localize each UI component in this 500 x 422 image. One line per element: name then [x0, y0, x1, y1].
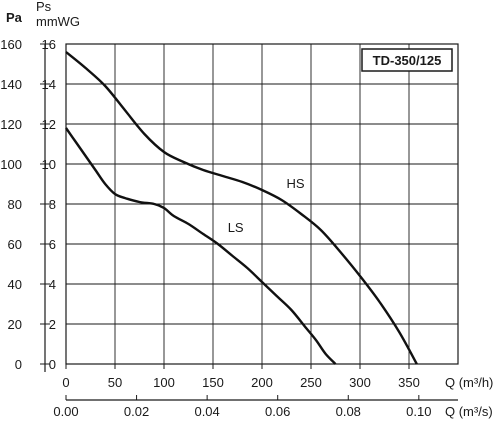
- model-box: TD-350/125: [361, 48, 453, 72]
- x-tick-label-m3s: 0.06: [265, 404, 290, 419]
- y-tick-label-pa: 60: [8, 237, 22, 252]
- y-tick-label-pa: 160: [0, 37, 22, 52]
- y-tick-label-pa: 0: [15, 357, 22, 372]
- x-tick-label-m3h: 300: [349, 375, 371, 390]
- y-tick-label-mmwg: 2: [49, 317, 56, 332]
- y-tick-label-mmwg: 10: [42, 157, 56, 172]
- y-tick-label-pa: 40: [8, 277, 22, 292]
- y-axis-mmwg-label: mmWG: [36, 14, 80, 29]
- y-tick-label-mmwg: 12: [42, 117, 56, 132]
- x-tick-label-m3s: 0.04: [194, 404, 219, 419]
- y-tick-label-pa: 100: [0, 157, 22, 172]
- y-tick-label-mmwg: 4: [49, 277, 56, 292]
- curve-label-hs: HS: [287, 176, 305, 191]
- y-tick-label-pa: 140: [0, 77, 22, 92]
- y-tick-label-mmwg: 8: [49, 197, 56, 212]
- grid: [66, 44, 458, 364]
- x-axis-m3s-ticks: 0.00 0.02 0.04 0.06 0.08 0.10: [53, 395, 431, 419]
- x-tick-label-m3h: 250: [300, 375, 322, 390]
- x-tick-label-m3s: 0.00: [53, 404, 78, 419]
- x-tick-label-m3s: 0.10: [406, 404, 431, 419]
- x-tick-label-m3s: 0.02: [124, 404, 149, 419]
- series-line-hs: [65, 51, 418, 365]
- curve-labels: HS LS: [228, 176, 305, 235]
- y-tick-label-pa: 80: [8, 197, 22, 212]
- x-axis-m3h-ticks: 0 50 100 150 200 250 300 350: [62, 364, 420, 390]
- y-axis-ps-label: Ps: [36, 0, 52, 14]
- y-tick-label-mmwg: 0: [49, 357, 56, 372]
- curves: [65, 51, 418, 365]
- y-tick-label-pa: 20: [8, 317, 22, 332]
- x-axis-m3s-label: Q (m³/s): [445, 404, 493, 419]
- curve-label-ls: LS: [228, 220, 244, 235]
- y-tick-label-pa: 120: [0, 117, 22, 132]
- x-tick-label-m3h: 350: [398, 375, 420, 390]
- model-box-frame: [361, 48, 453, 72]
- model-title: TD-350/125: [373, 53, 442, 68]
- x-tick-label-m3s: 0.08: [336, 404, 361, 419]
- x-tick-label-m3h: 50: [108, 375, 122, 390]
- y-tick-label-mmwg: 14: [42, 77, 56, 92]
- x-tick-label-m3h: 100: [153, 375, 175, 390]
- x-tick-label-m3h: 200: [251, 375, 273, 390]
- series-line-ls: [65, 127, 337, 365]
- x-axis-m3h-label: Q (m³/h): [445, 375, 493, 390]
- x-tick-label-m3h: 0: [62, 375, 69, 390]
- x-tick-label-m3h: 150: [202, 375, 224, 390]
- y-tick-label-mmwg: 6: [49, 237, 56, 252]
- y-tick-label-mmwg: 16: [42, 37, 56, 52]
- y-axis-pa-label: Pa: [6, 10, 23, 25]
- y-axis-pa-ticks: 0 20 40 60 80 100 120 140 160: [0, 37, 45, 372]
